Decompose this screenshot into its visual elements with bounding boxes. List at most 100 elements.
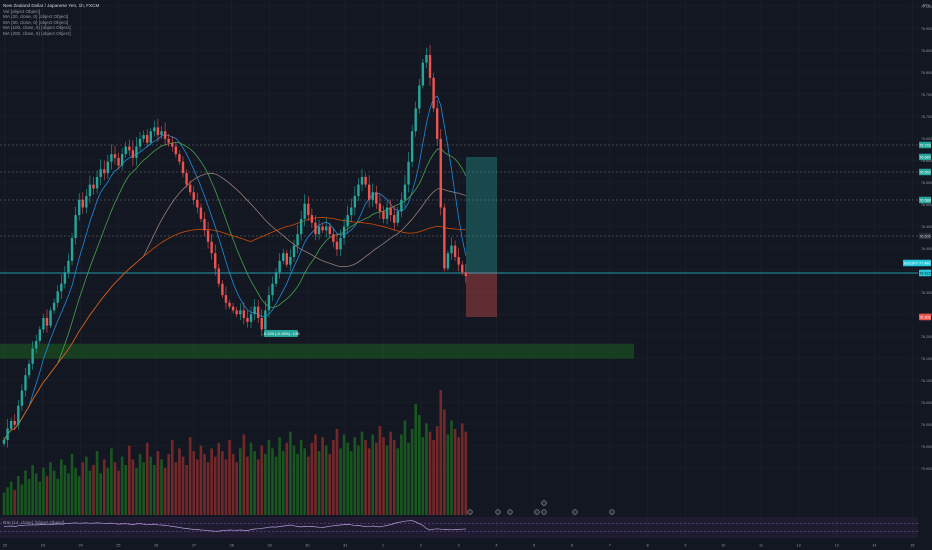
- candle-body: [285, 253, 289, 265]
- volume-bar: [392, 440, 396, 515]
- volume-bar: [74, 467, 77, 515]
- rsi-legend[interactable]: RSI (14, close) [object Object]: [3, 520, 65, 525]
- candle-body: [49, 310, 52, 326]
- time-tick-label: 3: [458, 544, 460, 548]
- candle-body: [117, 157, 120, 166]
- price-tick-label: 76.750: [921, 93, 932, 97]
- volume-bar: [224, 459, 228, 515]
- candle-body: [99, 169, 102, 177]
- candle-body: [378, 203, 382, 212]
- candle-body: [346, 215, 349, 227]
- volume-bar: [106, 467, 110, 515]
- volume-bar: [274, 456, 278, 515]
- volume-bar: [371, 434, 375, 515]
- candle-body: [199, 207, 203, 219]
- time-tick-label: 11: [759, 544, 763, 548]
- candle-body: [228, 302, 231, 307]
- measure-box: [264, 330, 298, 337]
- candle-body: [307, 203, 310, 216]
- candle-body: [188, 184, 192, 193]
- candle-body: [271, 283, 274, 296]
- event-markers[interactable]: [467, 500, 615, 515]
- volume-bar: [242, 434, 246, 515]
- price-tick-label: 76.200: [921, 335, 932, 339]
- candle-body: [13, 420, 16, 425]
- candle-body: [24, 375, 27, 391]
- candle-body: [221, 283, 224, 296]
- candle-body: [45, 318, 49, 326]
- volume-bar: [296, 453, 299, 515]
- price-tick-label: 76.000: [921, 423, 932, 427]
- volume-bar: [342, 434, 346, 515]
- volume-bar: [407, 442, 410, 515]
- volume-bar: [360, 431, 364, 515]
- volume-bar: [310, 442, 314, 515]
- event-icon: [572, 509, 578, 515]
- time-axis[interactable]: 22 23 24 25 26 27 28 29 30 31 1 2 3 4 5 6 7 8 9 10 11 12 13 14 1…: [0, 539, 932, 550]
- candle-body: [260, 318, 263, 330]
- candle-body: [407, 161, 410, 185]
- volume-bar: [160, 459, 163, 515]
- volume-bar: [13, 490, 17, 515]
- volume-bar: [120, 456, 124, 515]
- volume-bar: [221, 451, 224, 515]
- volume-bar: [178, 448, 181, 515]
- price-tick-label: 75.950: [921, 445, 932, 449]
- chart-legend: New Zealand Dollar / Japanese Yen, 1h, F…: [3, 3, 99, 37]
- symbol-price-badge-text: NZDJPY 77.490: [904, 261, 931, 265]
- measure-tooltip: -0.139 (-0.18%) -139: [263, 330, 300, 337]
- volume-bar: [439, 390, 443, 515]
- price-tick-label: 76.850: [921, 49, 932, 53]
- volume-bar: [34, 473, 38, 515]
- indicator-ma200[interactable]: MA (200, close, 0) [object Object]: [3, 30, 71, 36]
- volume-bar: [185, 465, 188, 515]
- price-axis[interactable]: 77.050 76.900 76.850 76.800 76.750 76.700 76.6…: [903, 0, 932, 550]
- candle-body: [274, 272, 278, 284]
- candle-body: [163, 131, 167, 139]
- candle-body: [267, 295, 271, 311]
- indicator-ma100[interactable]: MA (100, close, 0) [object Object]: [3, 25, 71, 31]
- volume-bar: [278, 437, 281, 515]
- volume-bar: [457, 437, 460, 515]
- candle-body: [425, 55, 428, 63]
- price-tick-label: 76.700: [921, 115, 932, 119]
- volume-bar: [217, 442, 221, 515]
- candle-body: [396, 211, 399, 223]
- indicator-ma20[interactable]: MA (20, close, 0) [object Object]: [3, 14, 69, 20]
- candle-body: [446, 253, 450, 269]
- candle-body: [246, 318, 249, 322]
- volume-bar: [460, 423, 464, 515]
- indicator-ma50[interactable]: MA (50, close, 0) [object Object]: [3, 19, 69, 25]
- time-tick-label: 12: [797, 544, 801, 548]
- candle-body: [367, 184, 371, 200]
- candle-body: [357, 184, 360, 197]
- volume-bar: [6, 487, 9, 515]
- currency-label: JPY: [922, 3, 931, 8]
- symbol-title[interactable]: New Zealand Dollar / Japanese Yen, 1h, F…: [3, 3, 100, 8]
- volume-bar: [253, 451, 256, 515]
- volume-bar: [307, 456, 310, 515]
- candle-body: [224, 295, 228, 303]
- time-tick-label: 31: [343, 544, 347, 548]
- volume-bar: [188, 437, 192, 515]
- candle-body: [439, 138, 442, 208]
- indicator-vol[interactable]: Vol [object Object]: [3, 8, 41, 14]
- rsi-line: [3, 520, 466, 532]
- current-price-badge: 76.422: [919, 269, 931, 277]
- candle-body: [249, 314, 253, 322]
- candle-body: [317, 226, 321, 235]
- volume-bar: [49, 462, 52, 515]
- candle-body: [296, 234, 299, 246]
- candle-body: [106, 161, 110, 174]
- candle-body: [92, 184, 95, 189]
- volume-bar: [56, 478, 59, 515]
- rsi-band: [0, 517, 918, 538]
- price-tick-label: 76.050: [921, 401, 932, 405]
- volume-bar: [235, 462, 238, 515]
- volume-bar: [145, 442, 149, 515]
- volume-bar: [24, 470, 27, 515]
- event-icon: [609, 509, 615, 515]
- volume-bar: [446, 434, 450, 515]
- candle-body: [231, 306, 235, 311]
